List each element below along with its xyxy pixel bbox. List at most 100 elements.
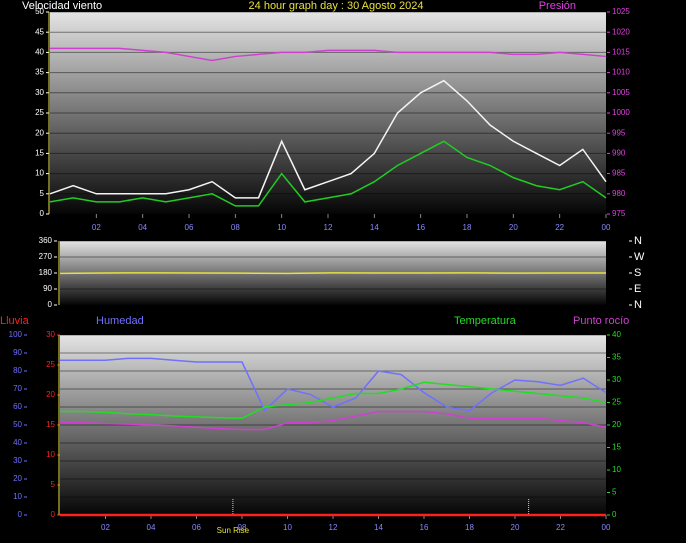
x-tick-label: 02 [101,523,110,532]
series-line [49,79,607,199]
plot-background [50,12,606,214]
y3-tick-label: 20 [46,390,55,399]
x-tick-label: 04 [138,223,147,232]
y-tick-label: 0 [40,209,45,218]
pressure-label: Presión [539,0,576,12]
y-tick-label: 40 [13,438,22,447]
y-tick-label: 90 [13,348,22,357]
y-tick-label: 30 [13,456,22,465]
x-tick-label: 16 [416,223,425,232]
y2-tick-label: S [634,267,641,279]
y2-tick-label: W [634,251,645,263]
y-tick-label: 60 [13,402,22,411]
y2-tick-label: 0 [612,510,617,519]
series-line [49,140,607,207]
y2-tick-label: 1025 [612,7,630,16]
x-tick-label: 18 [463,223,472,232]
y-tick-label: 10 [13,492,22,501]
x-tick-label: 10 [277,223,286,232]
y2-tick-label: 1010 [612,68,630,77]
y-tick-label: 45 [35,27,44,36]
y-tick-label: 360 [39,236,53,245]
y3-tick-label: 25 [46,360,55,369]
series-line [59,410,607,431]
series-name: Humedad [96,315,144,327]
y-tick-label: 10 [35,169,44,178]
y2-tick-label: 1005 [612,88,630,97]
x-tick-label: 20 [509,223,518,232]
y-tick-label: 50 [35,7,44,16]
x-tick-label: 04 [147,523,156,532]
y-tick-label: 35 [35,68,44,77]
x-tick-label: 00 [602,223,611,232]
y3-tick-label: 0 [51,510,56,519]
y2-tick-label: 975 [612,209,626,218]
x-tick-label: 12 [329,523,338,532]
series-name: Lluvia [0,315,30,327]
series-name: Temperatura [454,315,517,327]
y-tick-label: 0 [48,300,53,309]
y2-tick-label: 1015 [612,48,630,57]
y2-tick-label: 15 [612,443,621,452]
y-tick-label: 5 [40,189,45,198]
y2-tick-label: 30 [612,375,621,384]
y-tick-label: 270 [39,252,53,261]
x-tick-label: 00 [602,523,611,532]
y2-tick-label: 980 [612,189,626,198]
y2-tick-label: N [634,235,642,247]
y2-tick-label: 25 [612,398,621,407]
series-line [59,272,606,275]
x-tick-label: 06 [192,523,201,532]
y2-tick-label: N [634,299,642,311]
y2-tick-label: 5 [612,488,617,497]
series-line [60,381,607,420]
y2-tick-label: 10 [612,465,621,474]
y2-tick-label: E [634,283,641,295]
y-tick-label: 40 [35,48,44,57]
x-tick-label: 20 [511,523,520,532]
y-tick-label: 25 [35,108,44,117]
x-tick-label: 02 [92,223,101,232]
y2-tick-label: 40 [612,330,621,339]
y-tick-label: 30 [35,88,44,97]
y2-tick-label: 35 [612,353,621,362]
sunrise-label: Sun Rise [217,526,250,535]
wind-label: Velocidad viento [22,0,102,12]
y-tick-label: 180 [39,268,53,277]
y3-tick-label: 30 [46,330,55,339]
x-tick-label: 12 [324,223,333,232]
y-tick-label: 20 [35,128,44,137]
x-tick-label: 22 [555,223,564,232]
x-tick-label: 10 [283,523,292,532]
y-tick-label: 50 [13,420,22,429]
x-tick-label: 14 [374,523,383,532]
y-tick-label: 20 [13,474,22,483]
y2-tick-label: 990 [612,149,626,158]
y2-tick-label: 1020 [612,27,630,36]
y-tick-label: 0 [18,510,23,519]
y-tick-label: 100 [9,330,23,339]
y2-tick-label: 995 [612,128,626,137]
x-tick-label: 14 [370,223,379,232]
series-line [50,47,607,62]
y-tick-label: 15 [35,149,44,158]
y3-tick-label: 5 [51,480,56,489]
y2-tick-label: 1000 [612,108,630,117]
y2-tick-label: 20 [612,420,621,429]
y-tick-label: 70 [13,384,22,393]
chart-title: 24 hour graph day : 30 Agosto 2024 [249,0,424,12]
y-tick-label: 90 [43,284,52,293]
y3-tick-label: 10 [46,450,55,459]
series-name: Punto rocío [573,315,629,327]
x-tick-label: 08 [231,223,240,232]
series-line [60,357,607,412]
x-tick-label: 16 [420,523,429,532]
x-tick-label: 18 [465,523,474,532]
y2-tick-label: 985 [612,169,626,178]
y3-tick-label: 15 [46,420,55,429]
x-tick-label: 06 [185,223,194,232]
y-tick-label: 80 [13,366,22,375]
x-tick-label: 22 [556,523,565,532]
x-tick-label: 08 [238,523,247,532]
